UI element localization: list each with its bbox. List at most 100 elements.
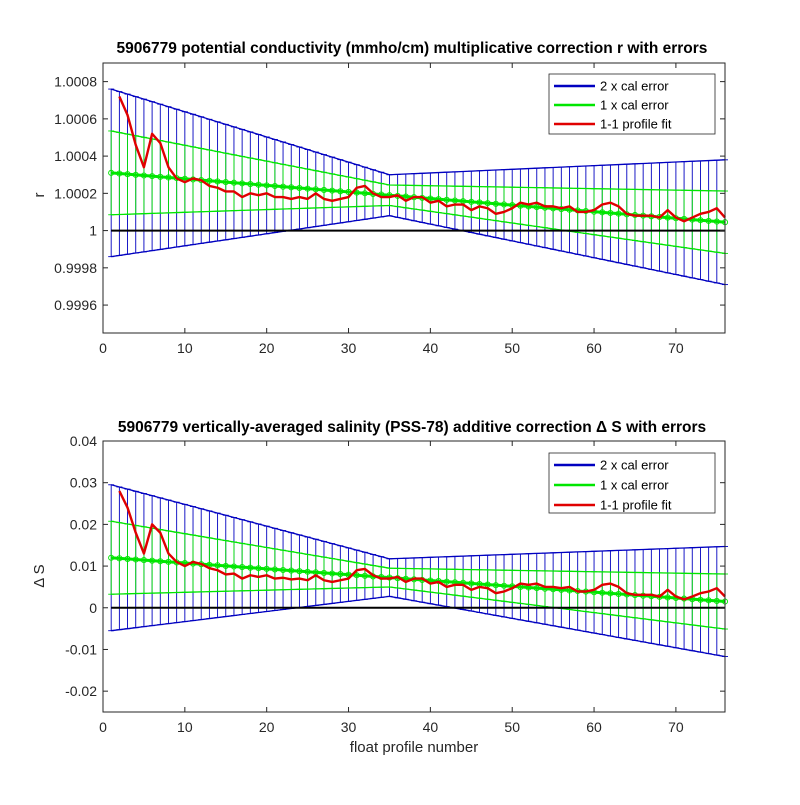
calibration-marker	[108, 554, 115, 561]
legend: 2 x cal error 1 x cal error 1-1 profile …	[548, 73, 716, 135]
calibration-marker	[345, 188, 352, 195]
x-tick-label: 70	[668, 719, 684, 735]
y-tick-label: 1	[89, 223, 97, 239]
calibration-marker	[615, 590, 622, 597]
calibration-marker	[296, 184, 303, 192]
x-tick-label: 10	[177, 340, 193, 356]
x-tick-label: 60	[586, 340, 602, 356]
x-tick-label: 70	[668, 340, 684, 356]
calibration-marker	[320, 186, 328, 194]
x-axis-label: float profile number	[350, 739, 478, 756]
y-axis-label: r	[31, 193, 48, 198]
y-tick-label: 0.01	[70, 558, 97, 574]
calibration-marker	[230, 563, 237, 570]
x-tick-label: 20	[259, 719, 275, 735]
calibration-marker	[664, 214, 671, 221]
calibration-marker	[361, 190, 368, 197]
legend-label-1-cal: 1 x cal error	[600, 478, 669, 493]
calibration-marker	[288, 567, 295, 574]
calibration-marker	[468, 580, 475, 587]
calibration-marker	[713, 597, 720, 604]
calibration-marker	[230, 179, 237, 186]
calibration-marker	[361, 572, 368, 579]
calibration-marker	[108, 169, 115, 176]
calibration-marker	[607, 590, 614, 597]
calibration-marker	[124, 555, 131, 562]
calibration-marker	[500, 582, 508, 589]
calibration-marker	[247, 564, 254, 571]
calibration-marker	[157, 173, 164, 180]
calibration-marker	[435, 578, 442, 585]
calibration-marker	[500, 201, 508, 208]
error-envelope-lower-one-cal	[111, 204, 726, 255]
calibration-marker	[165, 174, 172, 181]
y-tick-label: 0.04	[70, 433, 97, 449]
x-tick-label: 50	[504, 719, 520, 735]
calibration-marker	[427, 195, 434, 202]
calibration-marker	[353, 572, 360, 579]
axes-box	[102, 62, 726, 334]
calibration-marker	[206, 177, 213, 184]
y-tick-label: 1.0006	[54, 111, 97, 127]
y-tick-label: 0.03	[70, 475, 97, 491]
calibration-marker	[239, 564, 246, 571]
profile-fit-line	[118, 490, 726, 601]
calibration-marker	[329, 570, 336, 577]
calibration-marker	[599, 589, 606, 596]
calibration-marker	[263, 565, 270, 572]
plot-area	[108, 484, 729, 658]
calibration-marker	[116, 170, 123, 177]
calibration-marker	[304, 568, 311, 575]
calibration-marker	[337, 571, 344, 578]
calibration-marker	[140, 172, 147, 179]
legend-label-2-cal: 2 x cal error	[600, 79, 669, 94]
y-tick-label: 1.0002	[54, 185, 97, 201]
x-tick-label: 40	[423, 340, 439, 356]
calibration-marker	[492, 200, 499, 207]
calibration-marker	[468, 198, 475, 205]
calibration-marker	[329, 187, 336, 194]
calibration-marker	[533, 585, 540, 592]
y-tick-label: -0.02	[65, 683, 97, 699]
error-envelope-upper-two-cal	[110, 88, 726, 176]
legend-label-fit: 1-1 profile fit	[600, 498, 672, 513]
calibration-marker	[607, 209, 614, 217]
calibration-marker	[263, 182, 270, 189]
calibration-marker	[288, 184, 295, 191]
salinity-correction-chart: 5906779 vertically-averaged salinity (PS…	[31, 419, 729, 756]
y-tick-label: 1.0008	[54, 74, 97, 90]
chart-title: 5906779 vertically-averaged salinity (PS…	[118, 419, 706, 436]
calibration-marker	[492, 582, 499, 589]
axis-ticks: 0 10 20 30 40 50 60 70 -0.02 -0.01 0 0.01 0.02 0.03 0.…	[65, 433, 725, 735]
error-envelope-upper-two-cal	[111, 484, 726, 560]
calibration-marker	[149, 173, 156, 180]
calibration-marker	[402, 193, 409, 200]
x-tick-label: 50	[504, 340, 520, 356]
y-axis-label: Δ S	[31, 564, 48, 587]
calibration-marker	[697, 596, 704, 603]
calibration-marker	[705, 217, 712, 224]
error-envelope-lower-two-cal	[111, 595, 726, 658]
calibration-marker	[705, 597, 712, 604]
y-tick-label: 0.9998	[54, 260, 97, 276]
calibration-marker	[615, 210, 622, 217]
calibration-marker	[239, 180, 246, 187]
calibration-marker	[312, 186, 319, 193]
calibration-marker	[173, 175, 180, 182]
calibration-marker	[280, 566, 287, 574]
calibration-marker	[713, 218, 720, 225]
error-envelope-upper-one-cal	[111, 520, 726, 575]
calibration-marker	[116, 555, 123, 562]
y-tick-label: -0.01	[65, 641, 97, 657]
calibration-marker	[353, 189, 360, 196]
calibration-marker	[558, 205, 565, 213]
x-tick-label: 0	[99, 719, 107, 735]
calibration-marker	[214, 562, 221, 569]
y-tick-label: 1.0004	[54, 148, 97, 164]
axes-box	[102, 440, 726, 713]
calibration-marker	[271, 566, 278, 573]
calibration-marker	[451, 197, 458, 204]
chart-title: 5906779 potential conductivity (mmho/cm)…	[117, 40, 708, 57]
profile-fit-line	[118, 96, 726, 223]
